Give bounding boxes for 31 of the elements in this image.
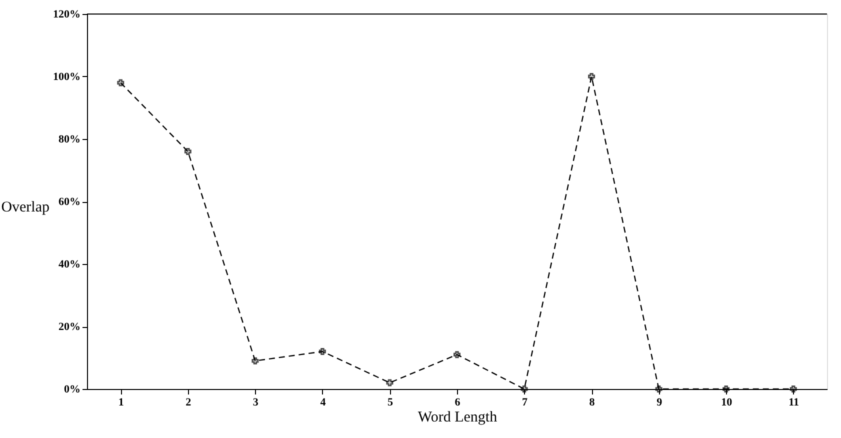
point <box>588 73 596 80</box>
point <box>655 386 662 392</box>
point <box>722 386 730 392</box>
x-tick-label: 9 <box>656 396 663 408</box>
y-tick-label: 20% <box>58 321 80 333</box>
x-tick-label: 3 <box>252 396 259 408</box>
y-tick-label: 120% <box>53 8 80 20</box>
x-tick-label: 11 <box>788 396 800 408</box>
point <box>117 79 124 86</box>
y-axis-title: Overlap <box>1 200 50 216</box>
x-tick-label: 5 <box>387 396 394 408</box>
y-tick-label: 60% <box>58 196 80 208</box>
y-tick-label: 40% <box>58 258 80 270</box>
x-tick-label: 10 <box>721 396 733 408</box>
y-tick-label: 80% <box>58 134 80 146</box>
x-tick-label: 7 <box>522 396 528 408</box>
x-tick-label: 2 <box>186 396 192 408</box>
x-tick-label: 6 <box>454 396 461 408</box>
y-tick-label: 0% <box>64 384 80 396</box>
point <box>790 386 797 392</box>
point <box>184 148 192 155</box>
point <box>454 351 460 358</box>
x-tick-label: 4 <box>320 396 326 408</box>
point <box>520 386 528 392</box>
point <box>252 357 259 364</box>
y-tick-label: 100% <box>53 71 80 83</box>
x-tick-label: 8 <box>589 396 596 408</box>
point <box>386 379 394 386</box>
x-tick-label: 1 <box>118 396 124 408</box>
x-axis-title: Word Length <box>418 410 498 426</box>
point <box>318 348 326 355</box>
